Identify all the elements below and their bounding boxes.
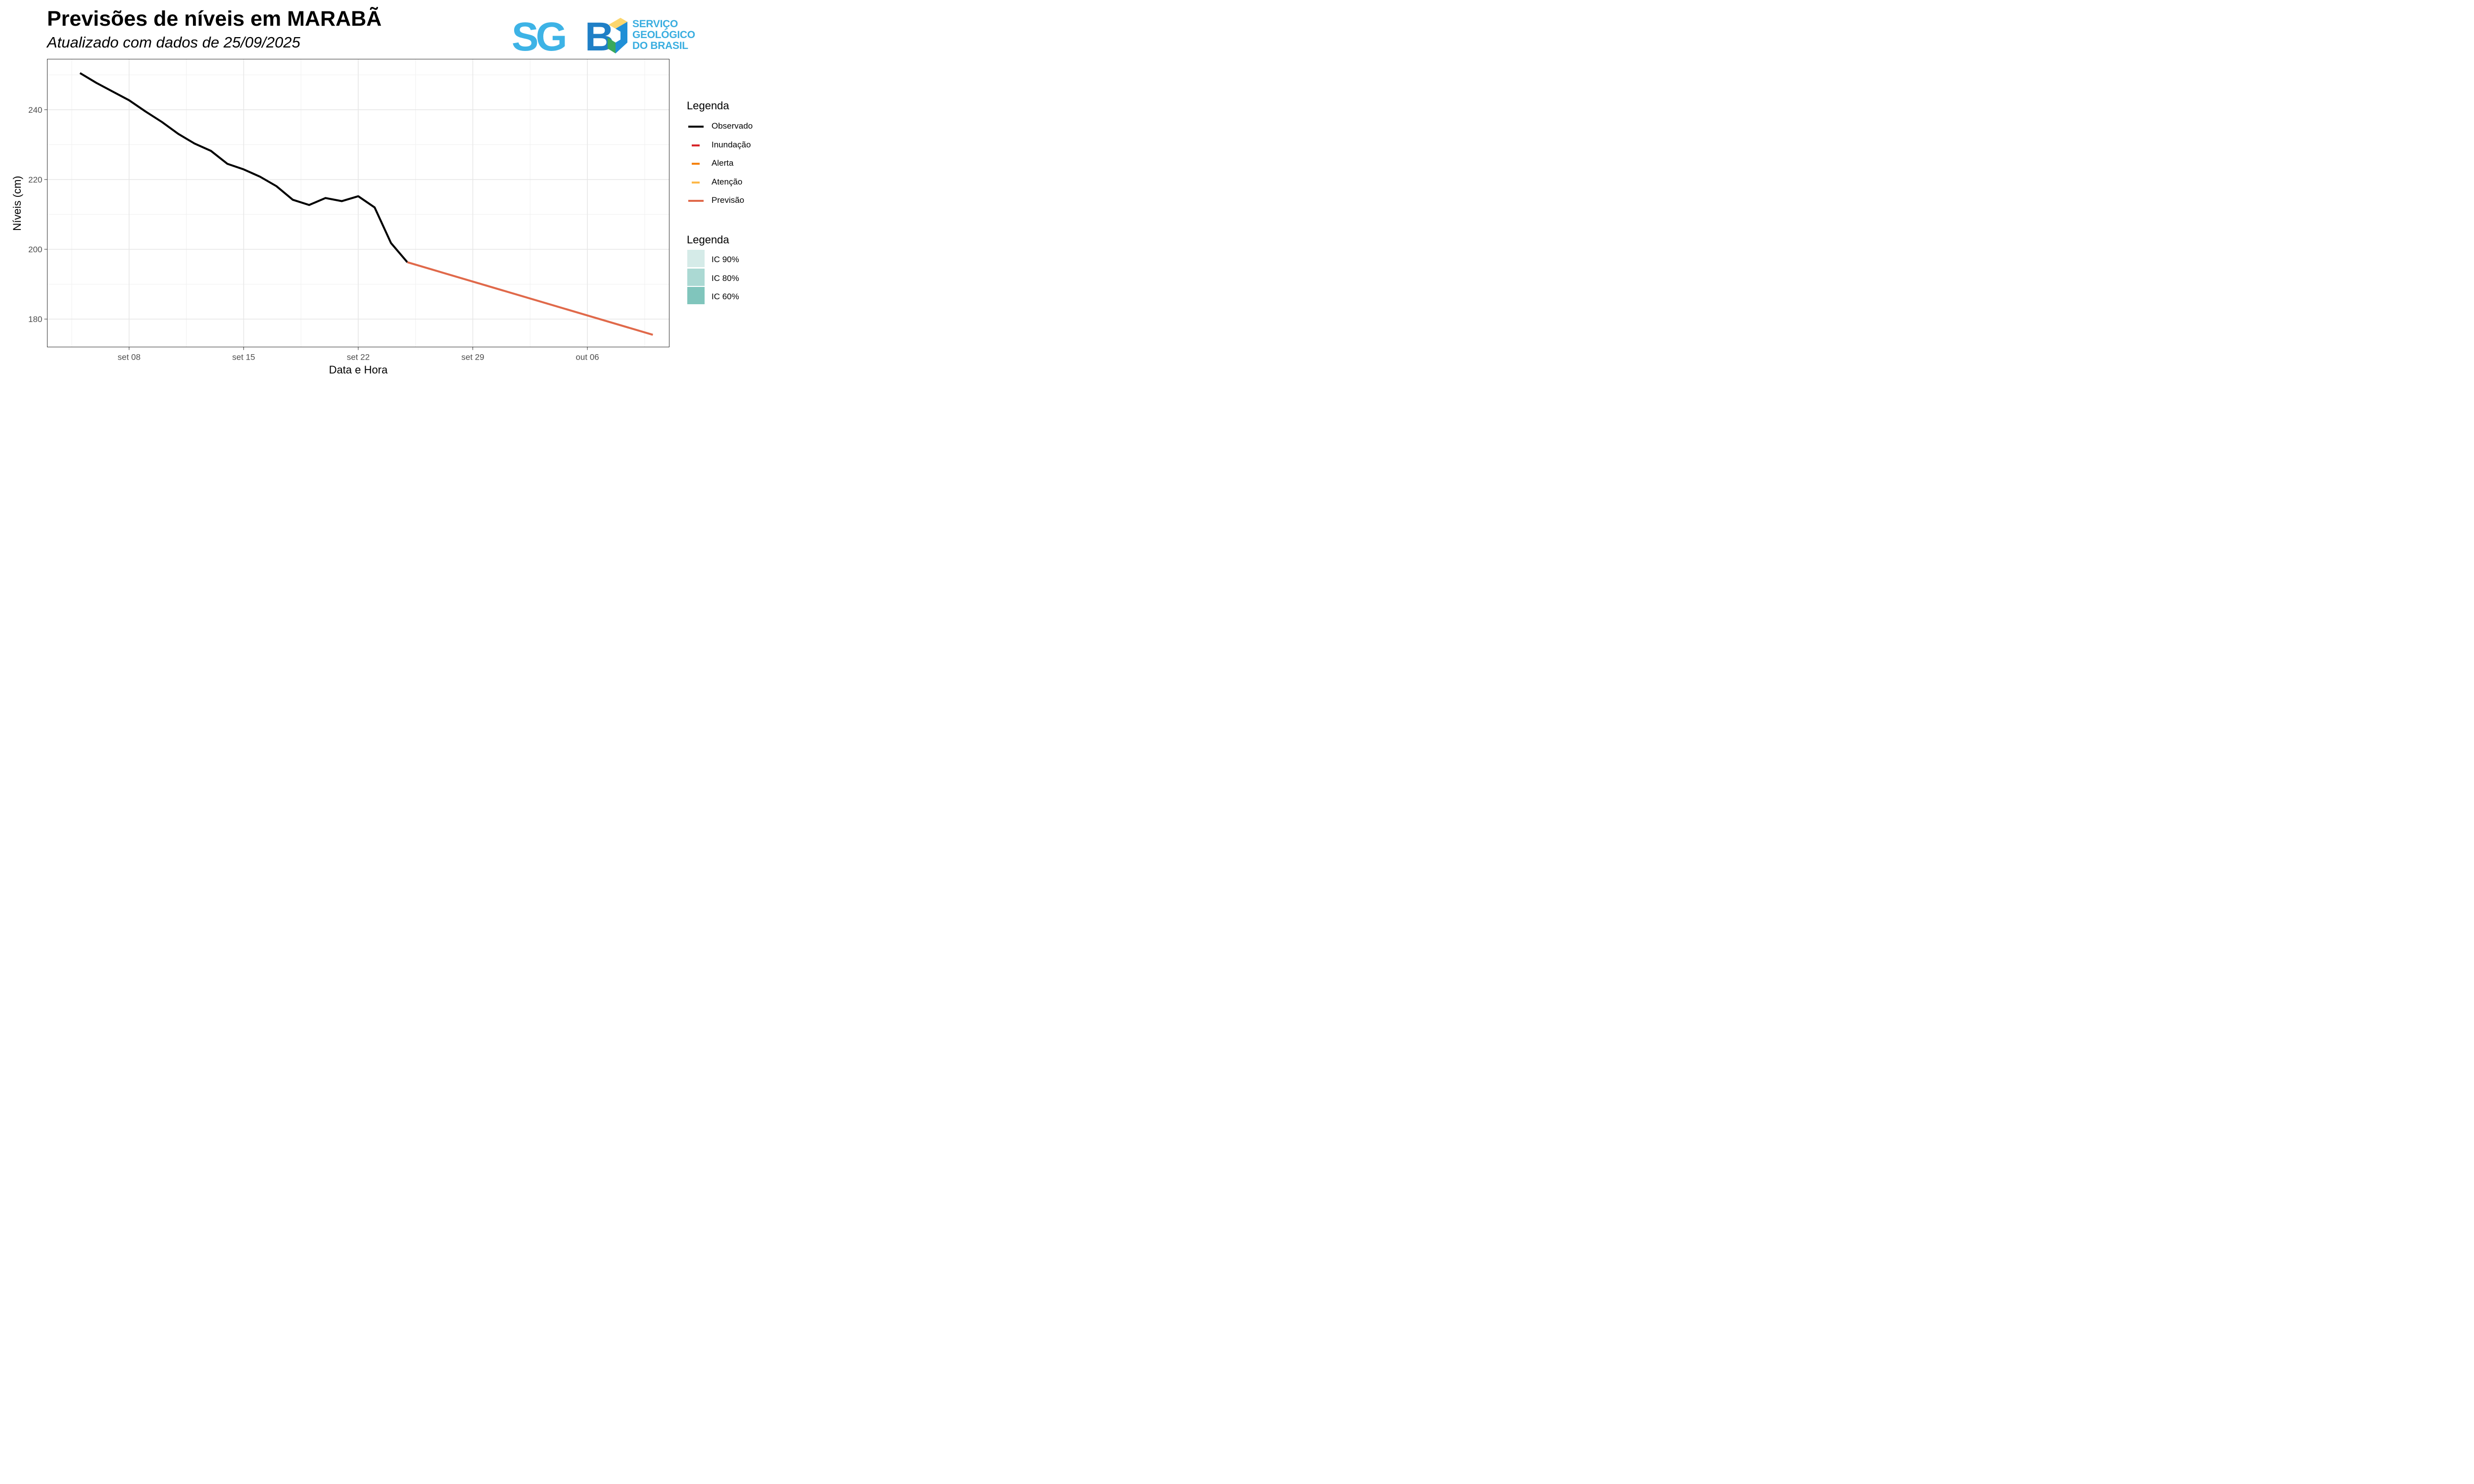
legend-label: Inundação [712, 139, 751, 149]
legend-key-swatch [692, 144, 700, 146]
series-line-observado [79, 72, 408, 263]
sgb-logo-mark-icon: SG B [512, 14, 627, 59]
legend-key-swatch [688, 126, 704, 128]
legend-label: Atenção [712, 177, 743, 186]
y-axis-label: Níveis (cm) [11, 176, 23, 231]
x-tick-label: set 08 [118, 353, 141, 362]
logo-text-line: SERVIÇO [632, 18, 678, 30]
legend-key-swatch [687, 250, 705, 267]
legend-key-swatch [687, 287, 705, 304]
chart-axes: set 08 set 15 set 22 set 29 out 06 180 200 220 2… [28, 105, 599, 362]
chart-subtitle: Atualizado com dados de 25/09/2025 [47, 34, 300, 51]
legend-item: Atenção [687, 175, 761, 189]
legend-label: Previsão [712, 195, 745, 205]
y-tick-label: 200 [28, 245, 42, 254]
x-tick-label: set 15 [232, 353, 255, 362]
legend-label: IC 90% [712, 255, 739, 264]
svg-text:SG: SG [512, 14, 565, 58]
chart-grid [47, 59, 669, 347]
legend-label: IC 60% [712, 292, 739, 301]
legend-title: Legenda [687, 233, 729, 246]
legend-item: IC 80% [687, 268, 761, 286]
legend-label: Observado [712, 121, 753, 131]
legend-label: Alerta [712, 158, 734, 168]
legend-label: IC 80% [712, 273, 739, 283]
legend-title: Legenda [687, 99, 729, 112]
svg-text:B: B [585, 14, 614, 58]
legend-key-swatch [687, 268, 705, 286]
logo-text-line: GEOLÓGICO [632, 29, 695, 41]
x-tick-label: out 06 [575, 353, 599, 362]
y-tick-label: 180 [28, 315, 42, 324]
legend-item: Observado [687, 119, 761, 134]
legend-item: Inundação [687, 138, 761, 152]
chart-series [79, 72, 653, 336]
legend-item: Alerta [687, 156, 761, 171]
legend-item: IC 60% [687, 287, 761, 304]
y-tick-label: 220 [28, 175, 42, 185]
legend-item: Previsão [687, 193, 761, 208]
chart-title: Previsões de níveis em MARABÃ [47, 7, 382, 31]
y-tick-label: 240 [28, 105, 42, 115]
legend-key-swatch [688, 200, 704, 202]
chart-svg: set 08 set 15 set 22 set 29 out 06 180 200 220 2… [11, 59, 669, 376]
legend-key-swatch [692, 181, 700, 184]
x-tick-label: set 22 [347, 353, 370, 362]
x-tick-label: set 29 [461, 353, 484, 362]
logo-text-line: DO BRASIL [632, 40, 688, 51]
legend-key-swatch [692, 163, 700, 165]
sgb-logo: SG B SERVIÇO GEOLÓGICO DO BRASIL [511, 14, 709, 59]
legend-item: IC 90% [687, 250, 761, 267]
x-axis-label: Data e Hora [329, 364, 388, 376]
series-line-previsao [407, 261, 653, 336]
